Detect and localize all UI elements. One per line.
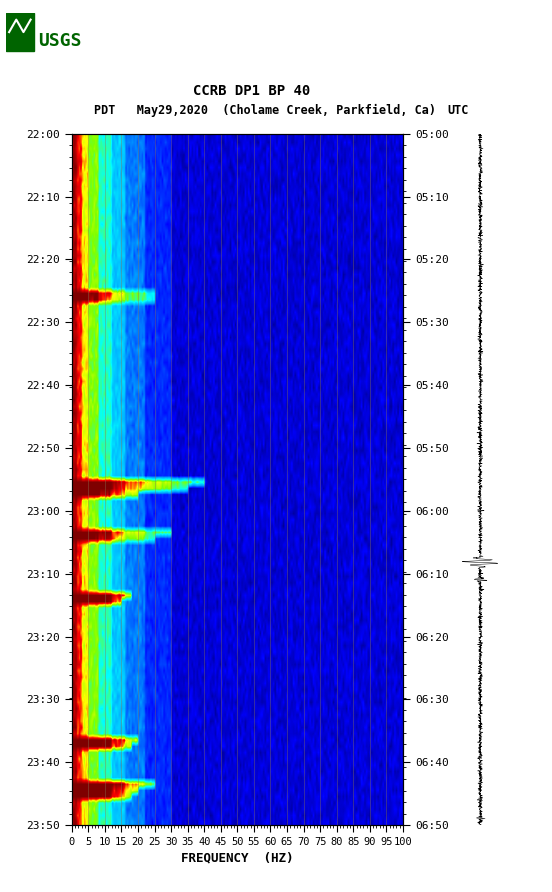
Text: USGS: USGS <box>38 31 81 50</box>
Text: PDT   May29,2020  (Cholame Creek, Parkfield, Ca): PDT May29,2020 (Cholame Creek, Parkfield… <box>94 104 436 117</box>
Text: UTC: UTC <box>448 104 469 117</box>
Text: CCRB DP1 BP 40: CCRB DP1 BP 40 <box>193 84 310 97</box>
X-axis label: FREQUENCY  (HZ): FREQUENCY (HZ) <box>181 851 294 864</box>
Polygon shape <box>6 13 34 51</box>
